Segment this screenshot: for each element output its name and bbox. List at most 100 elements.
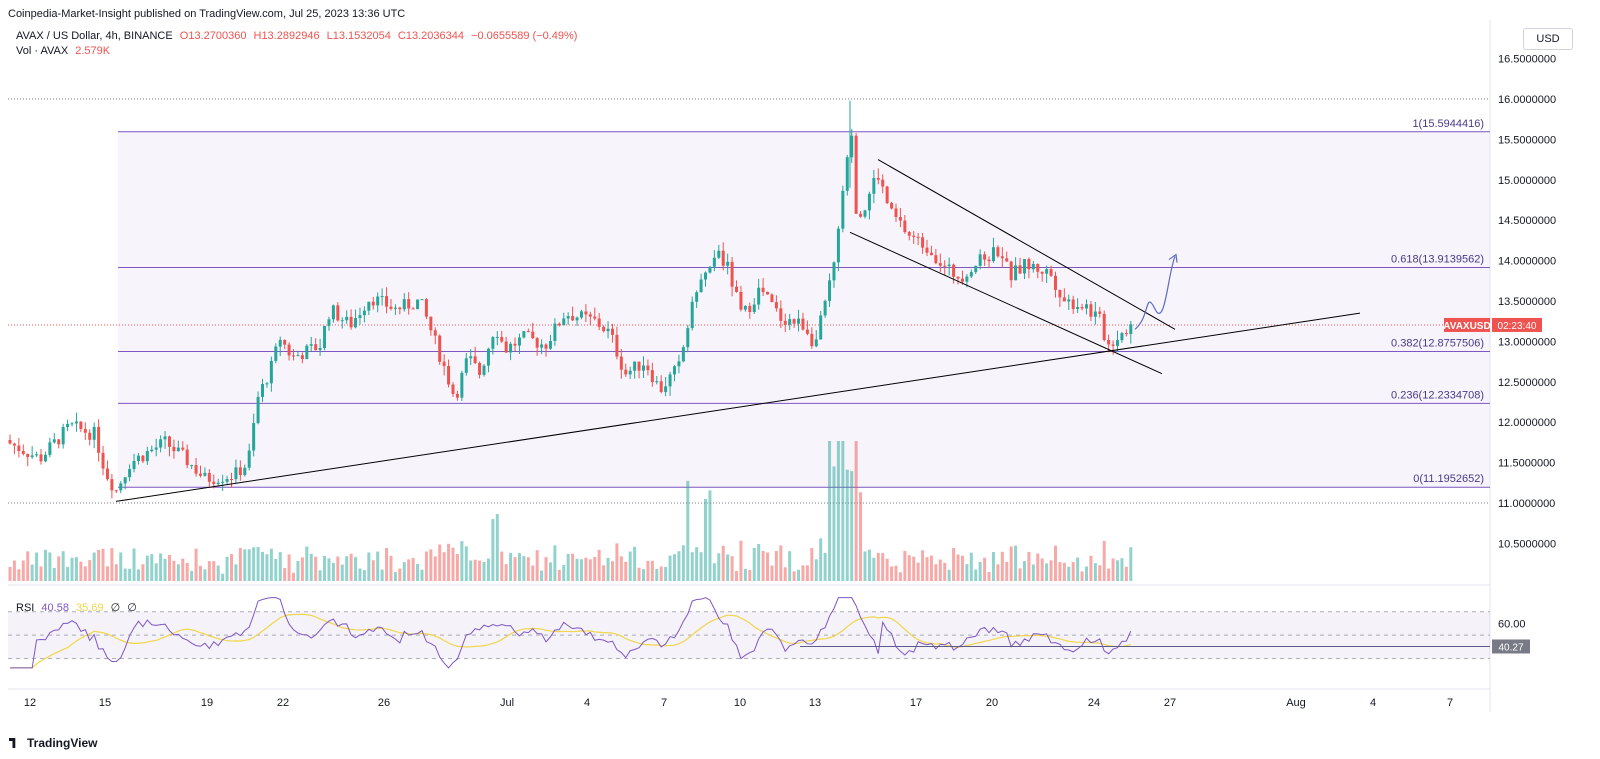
volume-bar <box>828 441 832 581</box>
volume-bar <box>119 552 123 581</box>
volume-bar <box>203 569 207 581</box>
candle-body <box>819 315 823 340</box>
candle-body <box>766 291 770 295</box>
volume-bar <box>624 561 628 581</box>
currency-button[interactable]: USD <box>1523 28 1573 50</box>
candle-body <box>1022 259 1026 274</box>
price-tick-label: 11.0000000 <box>1498 498 1555 510</box>
volume-bar <box>548 562 552 581</box>
volume-bar <box>159 553 163 581</box>
candle-body <box>167 436 171 447</box>
fib-level-label: 1(15.5944416) <box>1412 118 1484 130</box>
candle-body <box>903 220 907 233</box>
volume-bar <box>1036 553 1040 581</box>
volume-layer <box>8 441 1133 581</box>
candle-body <box>185 449 189 466</box>
candle-body <box>721 250 725 266</box>
volume-bar <box>1058 562 1062 581</box>
volume-bar <box>641 569 645 581</box>
volume-bar <box>460 541 464 581</box>
ohlc-high: H13.2892946 <box>253 30 320 42</box>
volume-bar <box>1084 566 1088 581</box>
volume-bar <box>385 548 389 581</box>
volume-bar <box>726 554 730 581</box>
volume-bar <box>801 565 805 581</box>
volume-bar <box>704 499 708 581</box>
candle-body <box>105 468 109 480</box>
time-tick-label: 7 <box>1447 697 1453 709</box>
candle-body <box>393 307 397 309</box>
volume-bar <box>1071 562 1075 581</box>
candle-body <box>150 449 154 452</box>
time-tick-label: 12 <box>24 697 36 709</box>
volume-bar <box>132 548 136 581</box>
candle-body <box>491 337 495 349</box>
candle-body <box>123 477 127 484</box>
candle-body <box>752 304 756 312</box>
rsi-label[interactable]: RSI <box>16 602 35 614</box>
candle-body <box>553 323 557 341</box>
candle-body <box>1098 311 1102 314</box>
rsi-legend: RSI 40.58 35.69 ∅ ∅ <box>16 601 141 614</box>
price-tick-label: 12.0000000 <box>1498 417 1556 429</box>
candle-body <box>677 361 681 367</box>
volume-bar <box>349 553 353 581</box>
volume-bar <box>92 552 96 581</box>
candle-body <box>1053 275 1057 290</box>
candle-body <box>664 386 668 392</box>
candle-body <box>21 451 25 454</box>
candle-body <box>261 384 265 397</box>
volume-bar <box>885 558 889 581</box>
volume-bar <box>278 552 282 581</box>
candle-body <box>451 384 455 394</box>
volume-bar <box>145 555 149 581</box>
volume-bar <box>256 547 260 581</box>
candle-body <box>420 299 424 301</box>
volume-bar <box>717 553 721 581</box>
volume-bar <box>553 545 557 581</box>
candle-body <box>198 473 202 476</box>
price-tag-ticker: AVAXUSD <box>1443 321 1490 332</box>
candle-body <box>805 329 809 334</box>
candle-body <box>597 318 601 327</box>
volume-bar <box>1080 571 1084 581</box>
candle-body <box>203 472 207 476</box>
candle-body <box>650 370 654 383</box>
candle-body <box>619 356 623 370</box>
candle-body <box>1027 259 1031 270</box>
volume-bar <box>721 545 725 581</box>
rsi-value: 40.58 <box>41 602 69 614</box>
time-tick-label: 10 <box>734 697 746 709</box>
candle-body <box>836 228 840 263</box>
volume-bar <box>269 548 273 581</box>
volume-bar <box>296 561 300 581</box>
volume-bar <box>376 551 380 581</box>
candle-body <box>296 355 300 357</box>
volume-bar <box>101 548 105 581</box>
candle-body <box>628 370 632 375</box>
projection-path <box>1134 256 1176 330</box>
volume-bar <box>43 549 47 581</box>
volume-bar <box>1111 558 1115 581</box>
time-tick-label: 4 <box>1370 697 1376 709</box>
candle-body <box>885 186 889 204</box>
volume-bar <box>1067 566 1071 581</box>
candle-body <box>48 442 52 455</box>
volume-bar <box>114 564 118 581</box>
volume-bar <box>26 551 30 581</box>
volume-bar <box>362 570 366 581</box>
symbol-title[interactable]: AVAX / US Dollar, 4h, BINANCE <box>16 30 173 42</box>
volume-bar <box>83 566 87 581</box>
candle-body <box>571 316 575 321</box>
candle-body <box>898 217 902 221</box>
volume-bar <box>633 546 637 581</box>
price-tick-label: 11.5000000 <box>1498 458 1555 470</box>
candle-body <box>1049 269 1053 276</box>
candle-body <box>455 393 459 398</box>
volume-bar <box>172 560 176 581</box>
volume-bar <box>8 566 12 581</box>
candle-body <box>283 339 287 345</box>
candle-body <box>83 428 87 433</box>
volume-bar <box>234 564 238 581</box>
